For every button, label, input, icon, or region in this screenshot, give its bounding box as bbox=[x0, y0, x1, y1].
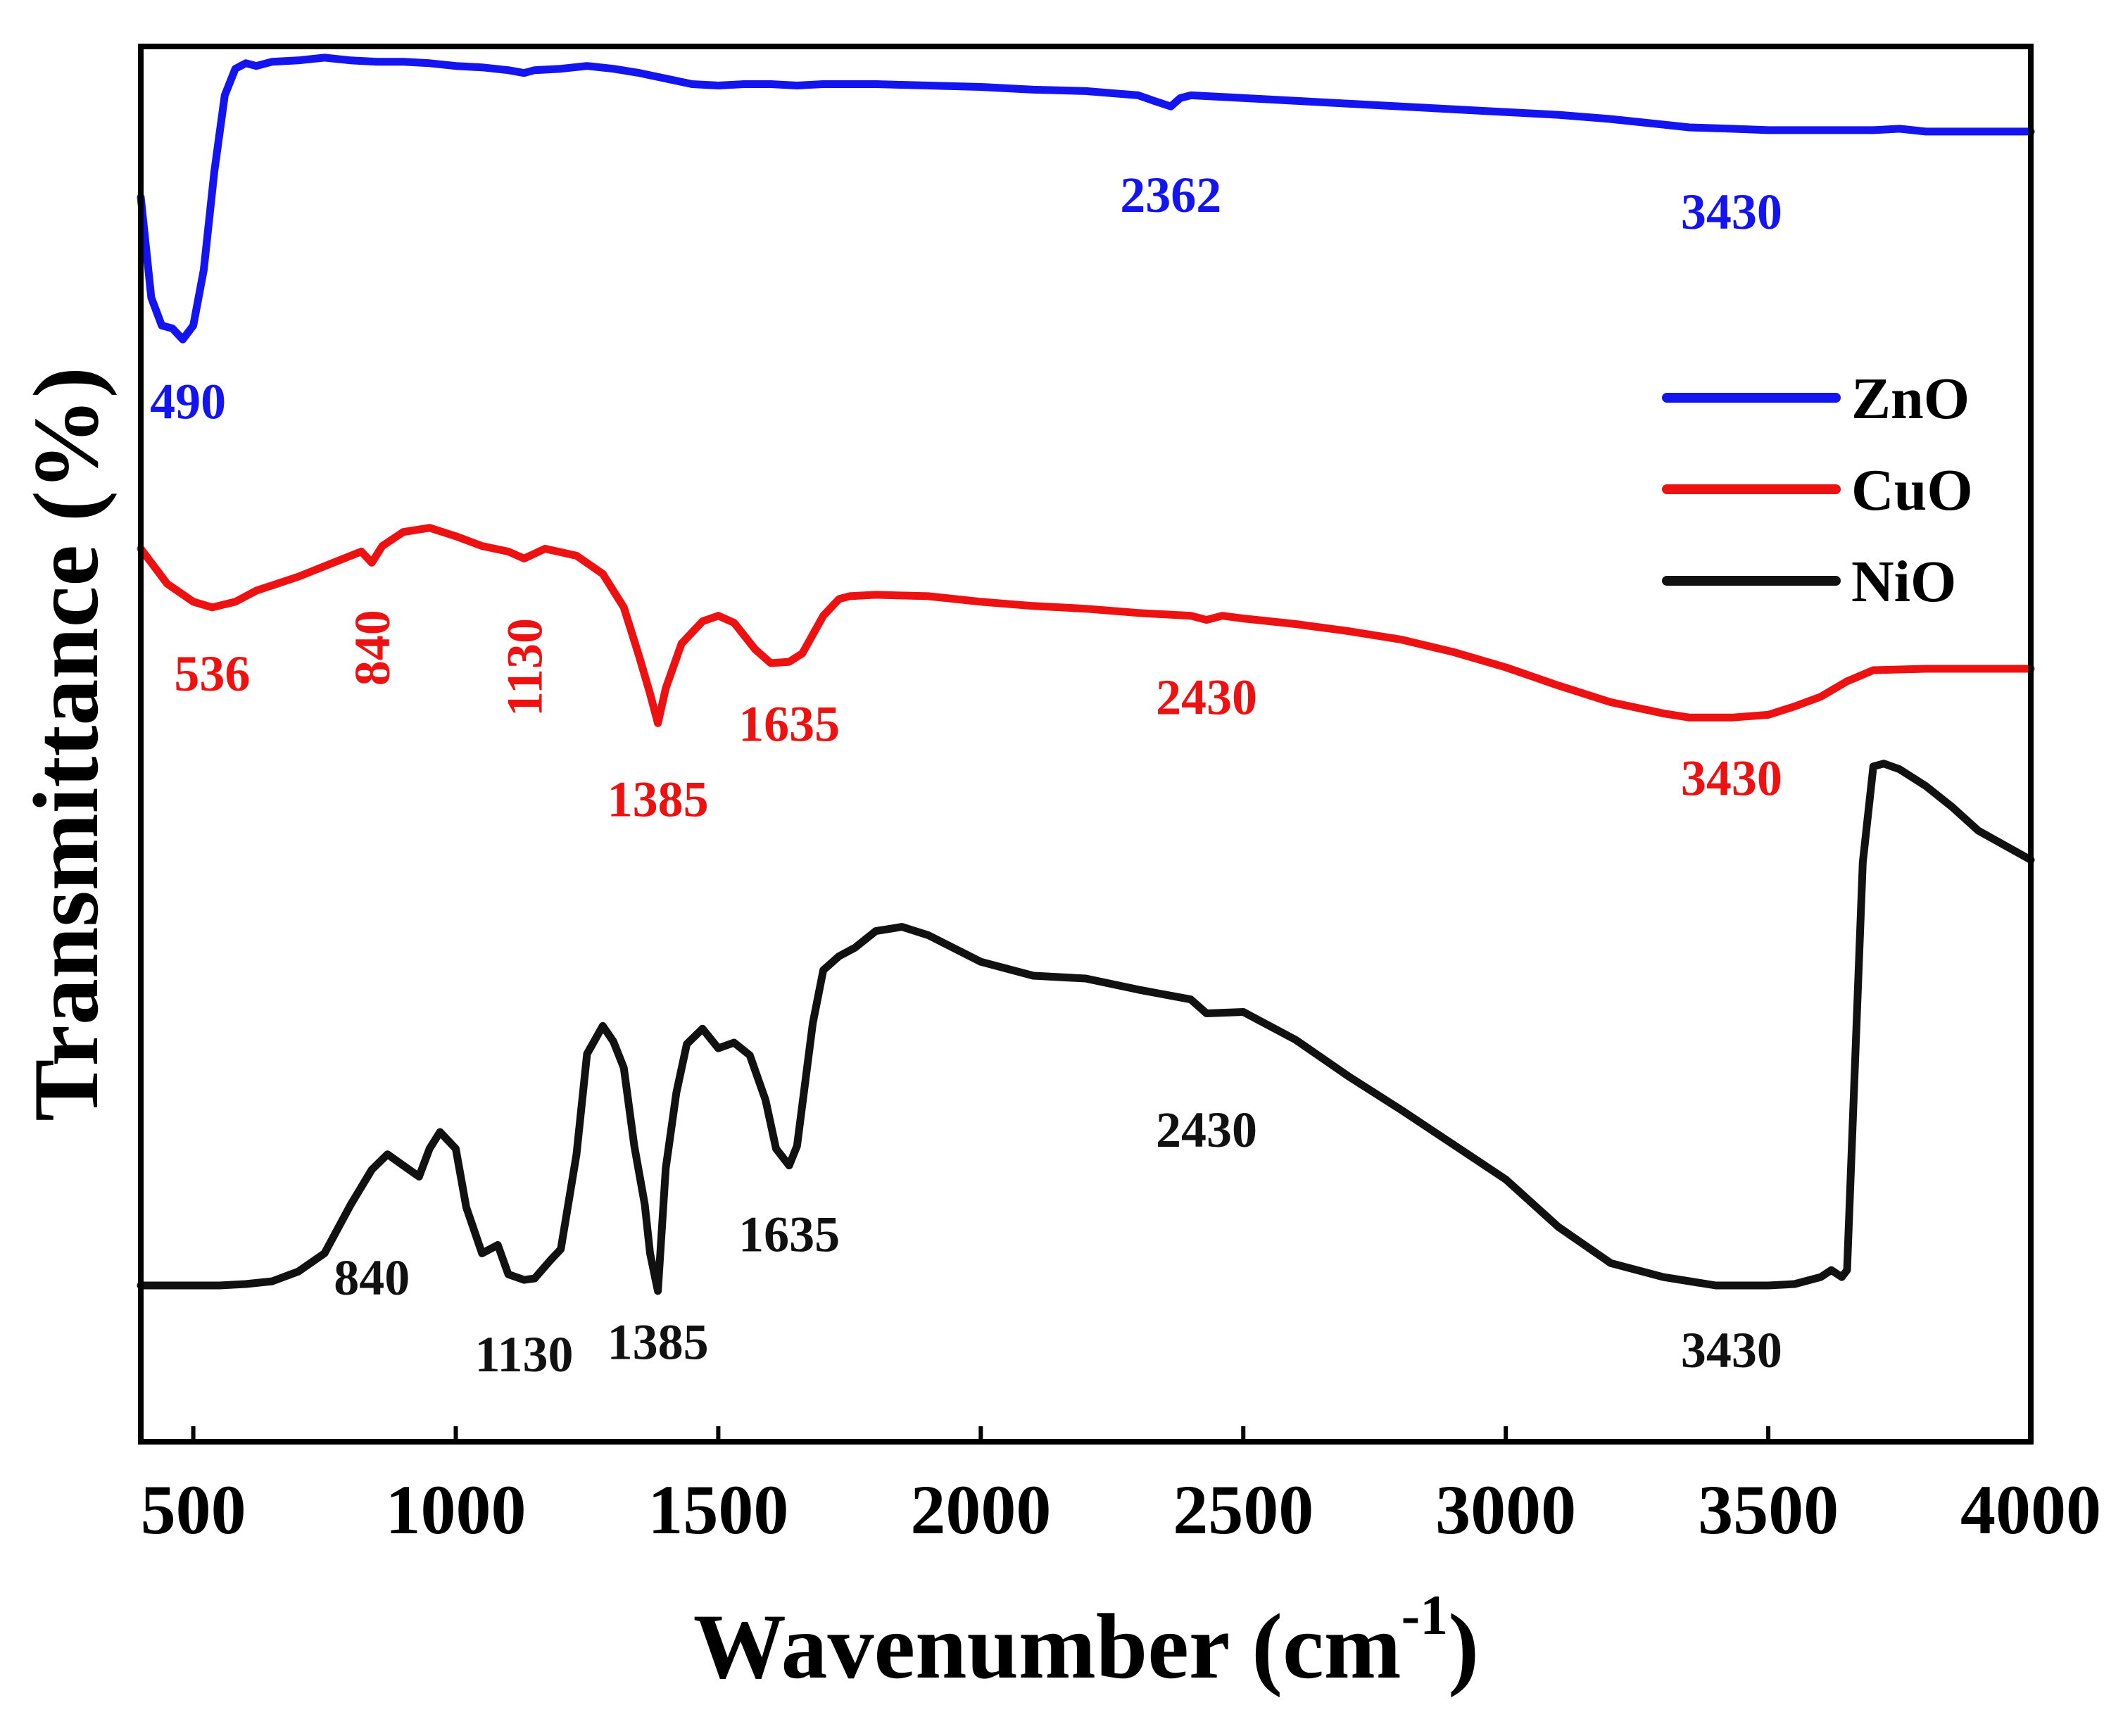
peak-label-zno-490: 490 bbox=[150, 373, 226, 429]
x-tick-label: 3000 bbox=[1435, 1471, 1576, 1549]
x-axis-label-superscript: -1 bbox=[1401, 1585, 1449, 1647]
peak-label-cuo-1130: 1130 bbox=[497, 618, 553, 717]
peak-label-cuo-1635: 1635 bbox=[738, 696, 840, 752]
peak-label-nio-1130: 1130 bbox=[474, 1326, 573, 1383]
x-tick-label: 1500 bbox=[648, 1471, 788, 1549]
peak-label-cuo-536: 536 bbox=[174, 646, 250, 702]
peak-label-nio-840: 840 bbox=[334, 1250, 410, 1306]
y-axis-label: Transmittance (%) bbox=[14, 367, 118, 1121]
peak-label-zno-3430: 3430 bbox=[1681, 184, 1782, 240]
peak-label-nio-2430: 2430 bbox=[1156, 1102, 1257, 1158]
x-tick-label: 4000 bbox=[1960, 1471, 2101, 1549]
x-tick-label: 500 bbox=[141, 1471, 246, 1549]
peak-label-nio-1385: 1385 bbox=[607, 1314, 709, 1370]
peak-label-nio-1635: 1635 bbox=[738, 1207, 840, 1263]
peak-label-cuo-3430: 3430 bbox=[1681, 750, 1782, 807]
peak-label-cuo-1385: 1385 bbox=[607, 771, 709, 827]
legend-label-nio: NiO bbox=[1851, 549, 1956, 615]
x-axis-ticks: 500 1000 1500 2000 2500 3000 3500 4000 bbox=[141, 1426, 2101, 1549]
x-axis-label-main: Wavenumber (cm bbox=[693, 1595, 1401, 1698]
peak-label-cuo-2430: 2430 bbox=[1156, 669, 1257, 726]
x-tick-label: 2000 bbox=[910, 1471, 1051, 1549]
x-tick-label: 1000 bbox=[386, 1471, 527, 1549]
x-axis-label: Wavenumber (cm-1) bbox=[693, 1585, 1479, 1698]
x-axis-label-close: ) bbox=[1448, 1595, 1479, 1698]
x-tick-label: 2500 bbox=[1173, 1471, 1314, 1549]
peak-label-nio-3430: 3430 bbox=[1681, 1322, 1782, 1378]
legend-label-zno: ZnO bbox=[1851, 366, 1970, 432]
series-line-cuo bbox=[137, 524, 2035, 727]
x-tick-label: 3500 bbox=[1698, 1471, 1839, 1549]
legend: ZnO CuO NiO bbox=[1662, 366, 1973, 615]
peak-annotations: 490 2362 3430 536 840 1130 1385 1635 2430 3430 840… bbox=[150, 167, 1782, 1383]
series-line-zno bbox=[137, 54, 2035, 344]
peak-label-zno-2362: 2362 bbox=[1120, 167, 1221, 223]
series-line-nio bbox=[137, 760, 2035, 1295]
peak-label-cuo-840: 840 bbox=[344, 610, 401, 686]
legend-label-cuo: CuO bbox=[1851, 458, 1973, 523]
plot-frame bbox=[138, 44, 2034, 1445]
series-layer bbox=[137, 54, 2035, 1295]
